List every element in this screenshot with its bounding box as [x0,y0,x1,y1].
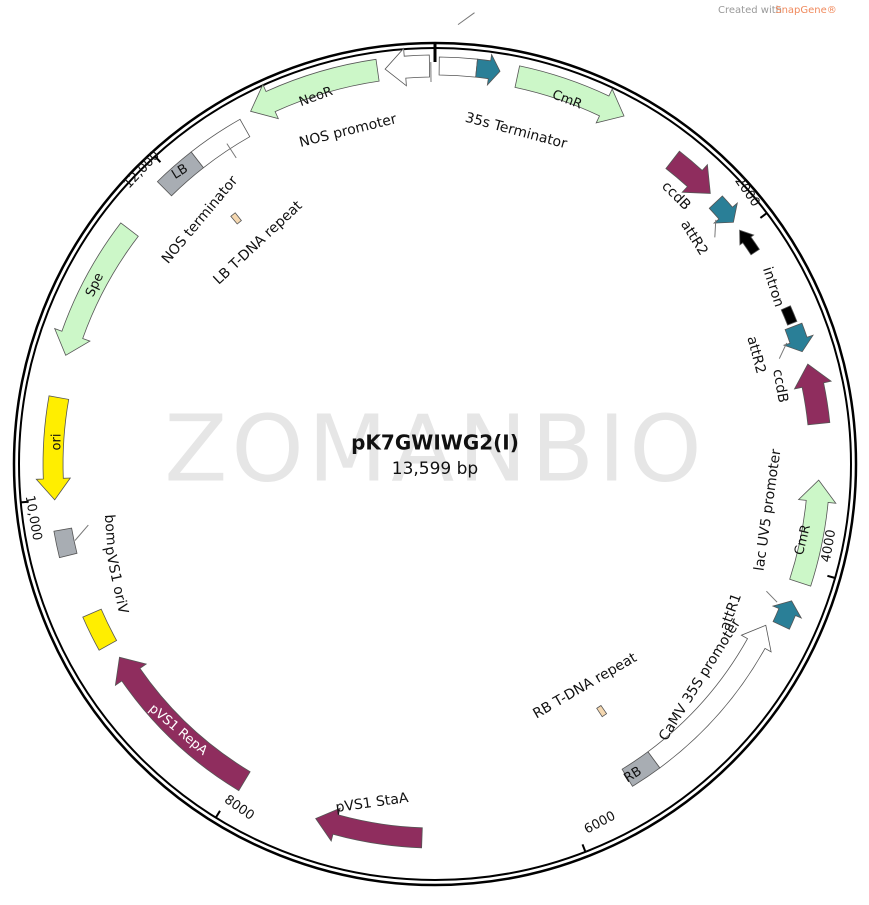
feature [190,118,251,169]
shapes [12,12,858,887]
watermark: ZOMANBIO [164,395,705,502]
feature [230,212,242,225]
tick-label: 12,000 [121,148,163,192]
feature [35,395,72,501]
feature-label: pVS1 StaA [335,790,410,816]
feature [53,222,139,356]
feature [708,195,738,224]
feature [315,807,423,849]
tick-label: 8000 [221,792,257,823]
feature-label: RB T-DNA repeat [530,650,640,723]
feature [621,751,661,787]
leader-line [766,590,778,603]
feature-label: NOS promoter [298,111,399,151]
feature-label: ori [50,434,65,451]
feature-label: intron [759,265,787,309]
feature-label: bom [101,514,119,546]
feature [250,58,380,120]
leader-line [457,12,475,26]
feature [114,656,251,792]
tick [214,810,221,819]
feature [647,624,772,769]
tick [827,574,836,579]
feature [793,363,833,426]
feature-label: lac UV5 promoter [752,448,785,572]
feature-label: attR2 [743,334,768,375]
leader-line [714,219,717,238]
feature [771,600,803,630]
feature [82,608,118,651]
tick-label: 6000 [582,809,618,838]
feature [514,65,625,124]
feature-label: CmR [792,523,814,556]
tick [154,155,162,163]
feature-label: LB [169,161,191,182]
feature [438,56,478,78]
feature [665,150,711,194]
tick-label: 4000 [819,528,840,563]
feature [475,53,501,87]
plasmid-name: pK7GWIWG2(I) [351,431,519,455]
feature-label: pVS1 RepA [146,701,210,758]
feature-label: attR2 [677,218,711,259]
tick [759,212,768,219]
feature [739,229,760,256]
leader-line [74,524,89,541]
plasmid-size: 13,599 bp [392,459,478,479]
brand: SnapGene® [775,5,837,16]
feature-label: pVS1 oriV [101,545,131,616]
feature-label: 35s Terminator [463,110,568,153]
feature [782,322,814,353]
leader-line [226,143,237,159]
feature-label: LB T-DNA repeat [210,198,305,289]
feature [780,305,798,326]
feature [384,47,431,87]
feature-label: ccdB [769,368,791,404]
brand-prefix: Created with [718,5,782,16]
tick [581,844,587,853]
feature [53,527,78,559]
leader-line [778,342,788,359]
feature [596,704,608,718]
tick [20,500,29,504]
feature [789,479,837,587]
